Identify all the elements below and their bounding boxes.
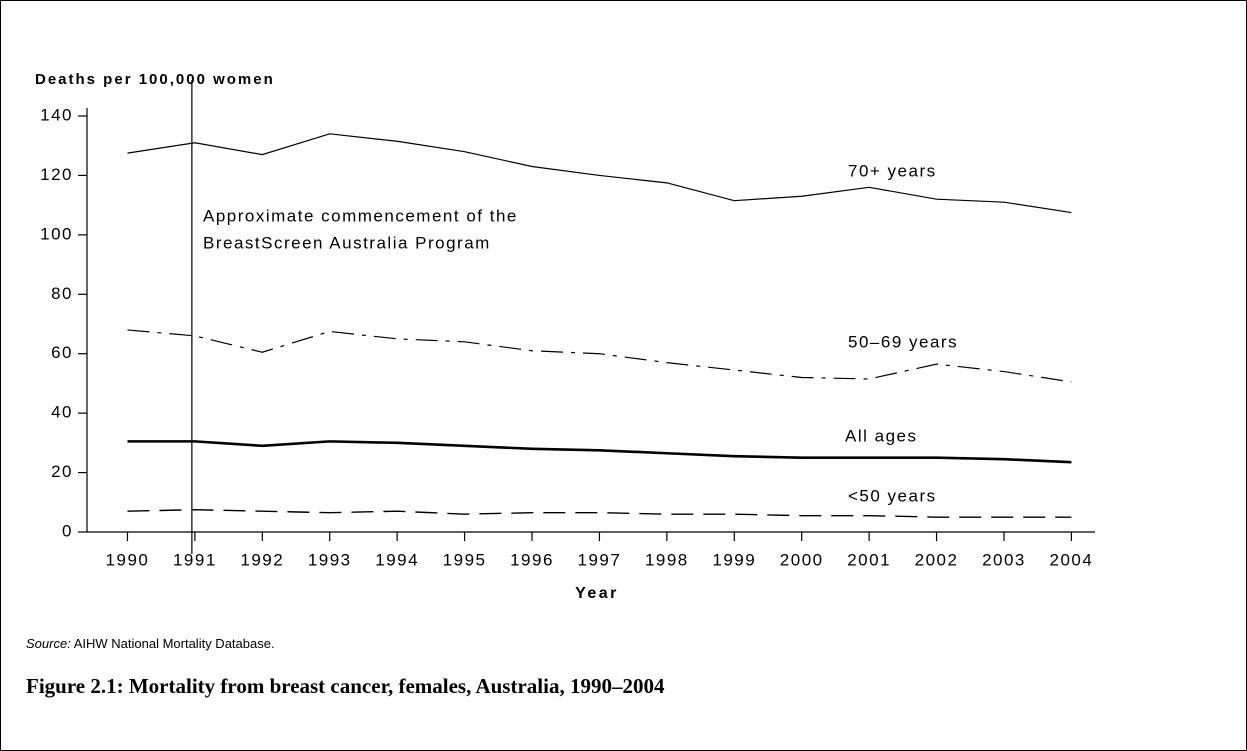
caption: Figure 2.1: Mortality from breast cancer… — [26, 674, 665, 698]
series-label: 70+ years — [848, 161, 937, 180]
x-tick-label: 1991 — [173, 550, 217, 569]
x-tick-label: 1990 — [106, 550, 150, 569]
series-label: All ages — [845, 426, 917, 445]
x-tick-label: 2000 — [780, 550, 824, 569]
y-tick-label: 0 — [62, 521, 73, 540]
y-tick-label: 140 — [40, 105, 73, 124]
series-line — [127, 329, 1072, 383]
x-tick-label: 1992 — [240, 550, 284, 569]
x-tick-label: 2002 — [915, 550, 959, 569]
x-tick-label: 2001 — [847, 550, 891, 569]
x-tick-label: 1995 — [443, 550, 487, 569]
x-tick-label: 1993 — [308, 550, 352, 569]
x-tick-label: 1996 — [510, 550, 554, 569]
series-label: <50 years — [848, 486, 937, 505]
series-label: 50–69 years — [848, 332, 958, 351]
y-tick-label: 40 — [51, 403, 73, 422]
x-tick-label: 1994 — [375, 550, 419, 569]
y-tick-label: 60 — [51, 343, 73, 362]
source: Source: AIHW National Mortality Database… — [26, 636, 275, 651]
y-tick-label: 80 — [51, 284, 73, 303]
x-tick-label: 1997 — [578, 550, 622, 569]
source-label: Source: — [26, 636, 71, 651]
annotation-text: BreastScreen Australia Program — [203, 233, 491, 252]
annotation-text: Approximate commencement of the — [203, 206, 518, 225]
y-tick-label: 100 — [40, 224, 73, 243]
x-tick-label: 1998 — [645, 550, 689, 569]
x-tick-label: 1999 — [712, 550, 756, 569]
series-line — [127, 509, 1072, 518]
x-axis-label: Year — [575, 585, 619, 602]
y-tick-label: 120 — [40, 165, 73, 184]
x-tick-label: 2003 — [982, 550, 1026, 569]
x-tick-label: 2004 — [1049, 550, 1093, 569]
y-tick-label: 20 — [51, 462, 73, 481]
series-line — [127, 440, 1072, 464]
source-text: AIHW National Mortality Database. — [74, 636, 275, 651]
y-axis-label: Deaths per 100,000 women — [35, 71, 275, 88]
series-line — [127, 133, 1072, 214]
